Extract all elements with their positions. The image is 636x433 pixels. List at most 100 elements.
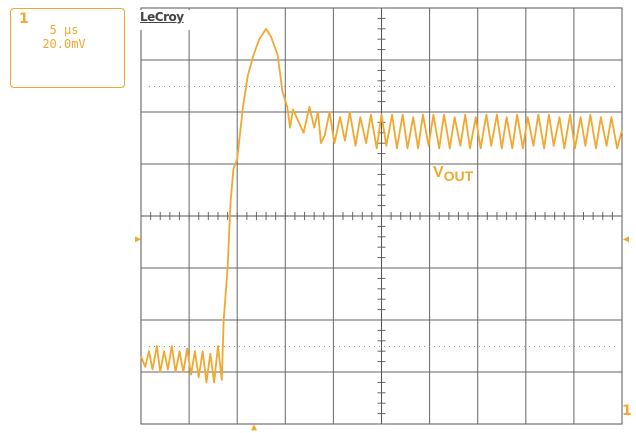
grid-dot	[269, 346, 270, 347]
grid-dot	[369, 346, 370, 347]
grid-dot	[224, 346, 225, 347]
grid-dot	[339, 86, 340, 87]
grid-dot	[384, 86, 385, 87]
grid-dot	[354, 86, 355, 87]
grid-dot	[159, 346, 160, 347]
grid-dot	[589, 346, 590, 347]
volts-per-div-readout: 20.0mV	[42, 37, 86, 51]
grid-dot	[449, 86, 450, 87]
grid-dot	[334, 346, 335, 347]
grid-dot	[584, 86, 585, 87]
grid-dot	[409, 86, 410, 87]
grid-dot	[359, 86, 360, 87]
grid-dot	[249, 346, 250, 347]
grid-dot	[444, 86, 445, 87]
grid-dot	[214, 346, 215, 347]
grid-dot	[384, 346, 385, 347]
grid-dot	[294, 86, 295, 87]
grid-dot	[554, 86, 555, 87]
grid-dot	[284, 346, 285, 347]
grid-dot	[554, 346, 555, 347]
grid-dot	[194, 346, 195, 347]
grid-dot	[374, 346, 375, 347]
grid-dot	[274, 346, 275, 347]
grid-dot	[484, 86, 485, 87]
grid-dot	[374, 86, 375, 87]
grid-dot	[249, 86, 250, 87]
grid-dot	[574, 346, 575, 347]
grid-dot	[504, 346, 505, 347]
grid-dot	[529, 86, 530, 87]
grid-dot	[464, 86, 465, 87]
grid-dot	[474, 86, 475, 87]
grid-dot	[579, 86, 580, 87]
grid-dot	[369, 86, 370, 87]
grid-dot	[234, 86, 235, 87]
grid-dot	[149, 346, 150, 347]
grid-dot	[604, 86, 605, 87]
grid-dot	[439, 346, 440, 347]
grid-dot	[189, 86, 190, 87]
grid-dot	[174, 346, 175, 347]
grid-dot	[204, 346, 205, 347]
grid-dot	[294, 346, 295, 347]
grid-dot	[614, 86, 615, 87]
grid-dot	[259, 86, 260, 87]
grid-dot	[149, 86, 150, 87]
grid-dot	[314, 346, 315, 347]
grid-dot	[279, 86, 280, 87]
grid-dot	[179, 346, 180, 347]
grid-dot	[544, 86, 545, 87]
grid-dot	[289, 86, 290, 87]
channel-info-box: 1 5 µs 20.0mV	[10, 8, 125, 88]
grid-dot	[424, 86, 425, 87]
grid-dot	[509, 86, 510, 87]
grid-dot	[499, 86, 500, 87]
grid-dot	[344, 346, 345, 347]
grid-dot	[404, 86, 405, 87]
grid-dot	[524, 86, 525, 87]
grid-dot	[509, 346, 510, 347]
grid-dot	[604, 346, 605, 347]
grid-dot	[339, 346, 340, 347]
grid-dot	[234, 346, 235, 347]
grid-dot	[494, 86, 495, 87]
grid-dot	[529, 346, 530, 347]
grid-dot	[419, 86, 420, 87]
grid-dot	[419, 346, 420, 347]
minor-grid-dots	[149, 86, 615, 347]
grid-dot	[274, 86, 275, 87]
grid-dot	[559, 86, 560, 87]
grid-dot	[319, 86, 320, 87]
grid-dot	[609, 86, 610, 87]
grid-dot	[399, 86, 400, 87]
grid-dot	[199, 346, 200, 347]
grid-dot	[154, 346, 155, 347]
grid-dot	[159, 86, 160, 87]
grid-dot	[229, 346, 230, 347]
grid-dot	[599, 346, 600, 347]
grid-dot	[379, 86, 380, 87]
grid-dot	[514, 86, 515, 87]
vout-trace-line	[140, 27, 623, 384]
grid-dot	[389, 346, 390, 347]
right-ground-ref-icon: ◀	[623, 234, 630, 245]
grid-dot	[494, 346, 495, 347]
grid-dot	[304, 86, 305, 87]
grid-dot	[244, 346, 245, 347]
grid-dot	[459, 86, 460, 87]
grid-dot	[429, 346, 430, 347]
grid-dot	[319, 346, 320, 347]
grid-dot	[169, 346, 170, 347]
grid-dot	[454, 346, 455, 347]
grid-dot	[594, 346, 595, 347]
grid-dot	[329, 86, 330, 87]
grid-dot	[609, 346, 610, 347]
grid-dot	[284, 86, 285, 87]
grid-dot	[219, 346, 220, 347]
grid-dot	[209, 346, 210, 347]
grid-dot	[439, 86, 440, 87]
grid-dot	[539, 86, 540, 87]
grid-dot	[379, 346, 380, 347]
grid-dot	[599, 86, 600, 87]
